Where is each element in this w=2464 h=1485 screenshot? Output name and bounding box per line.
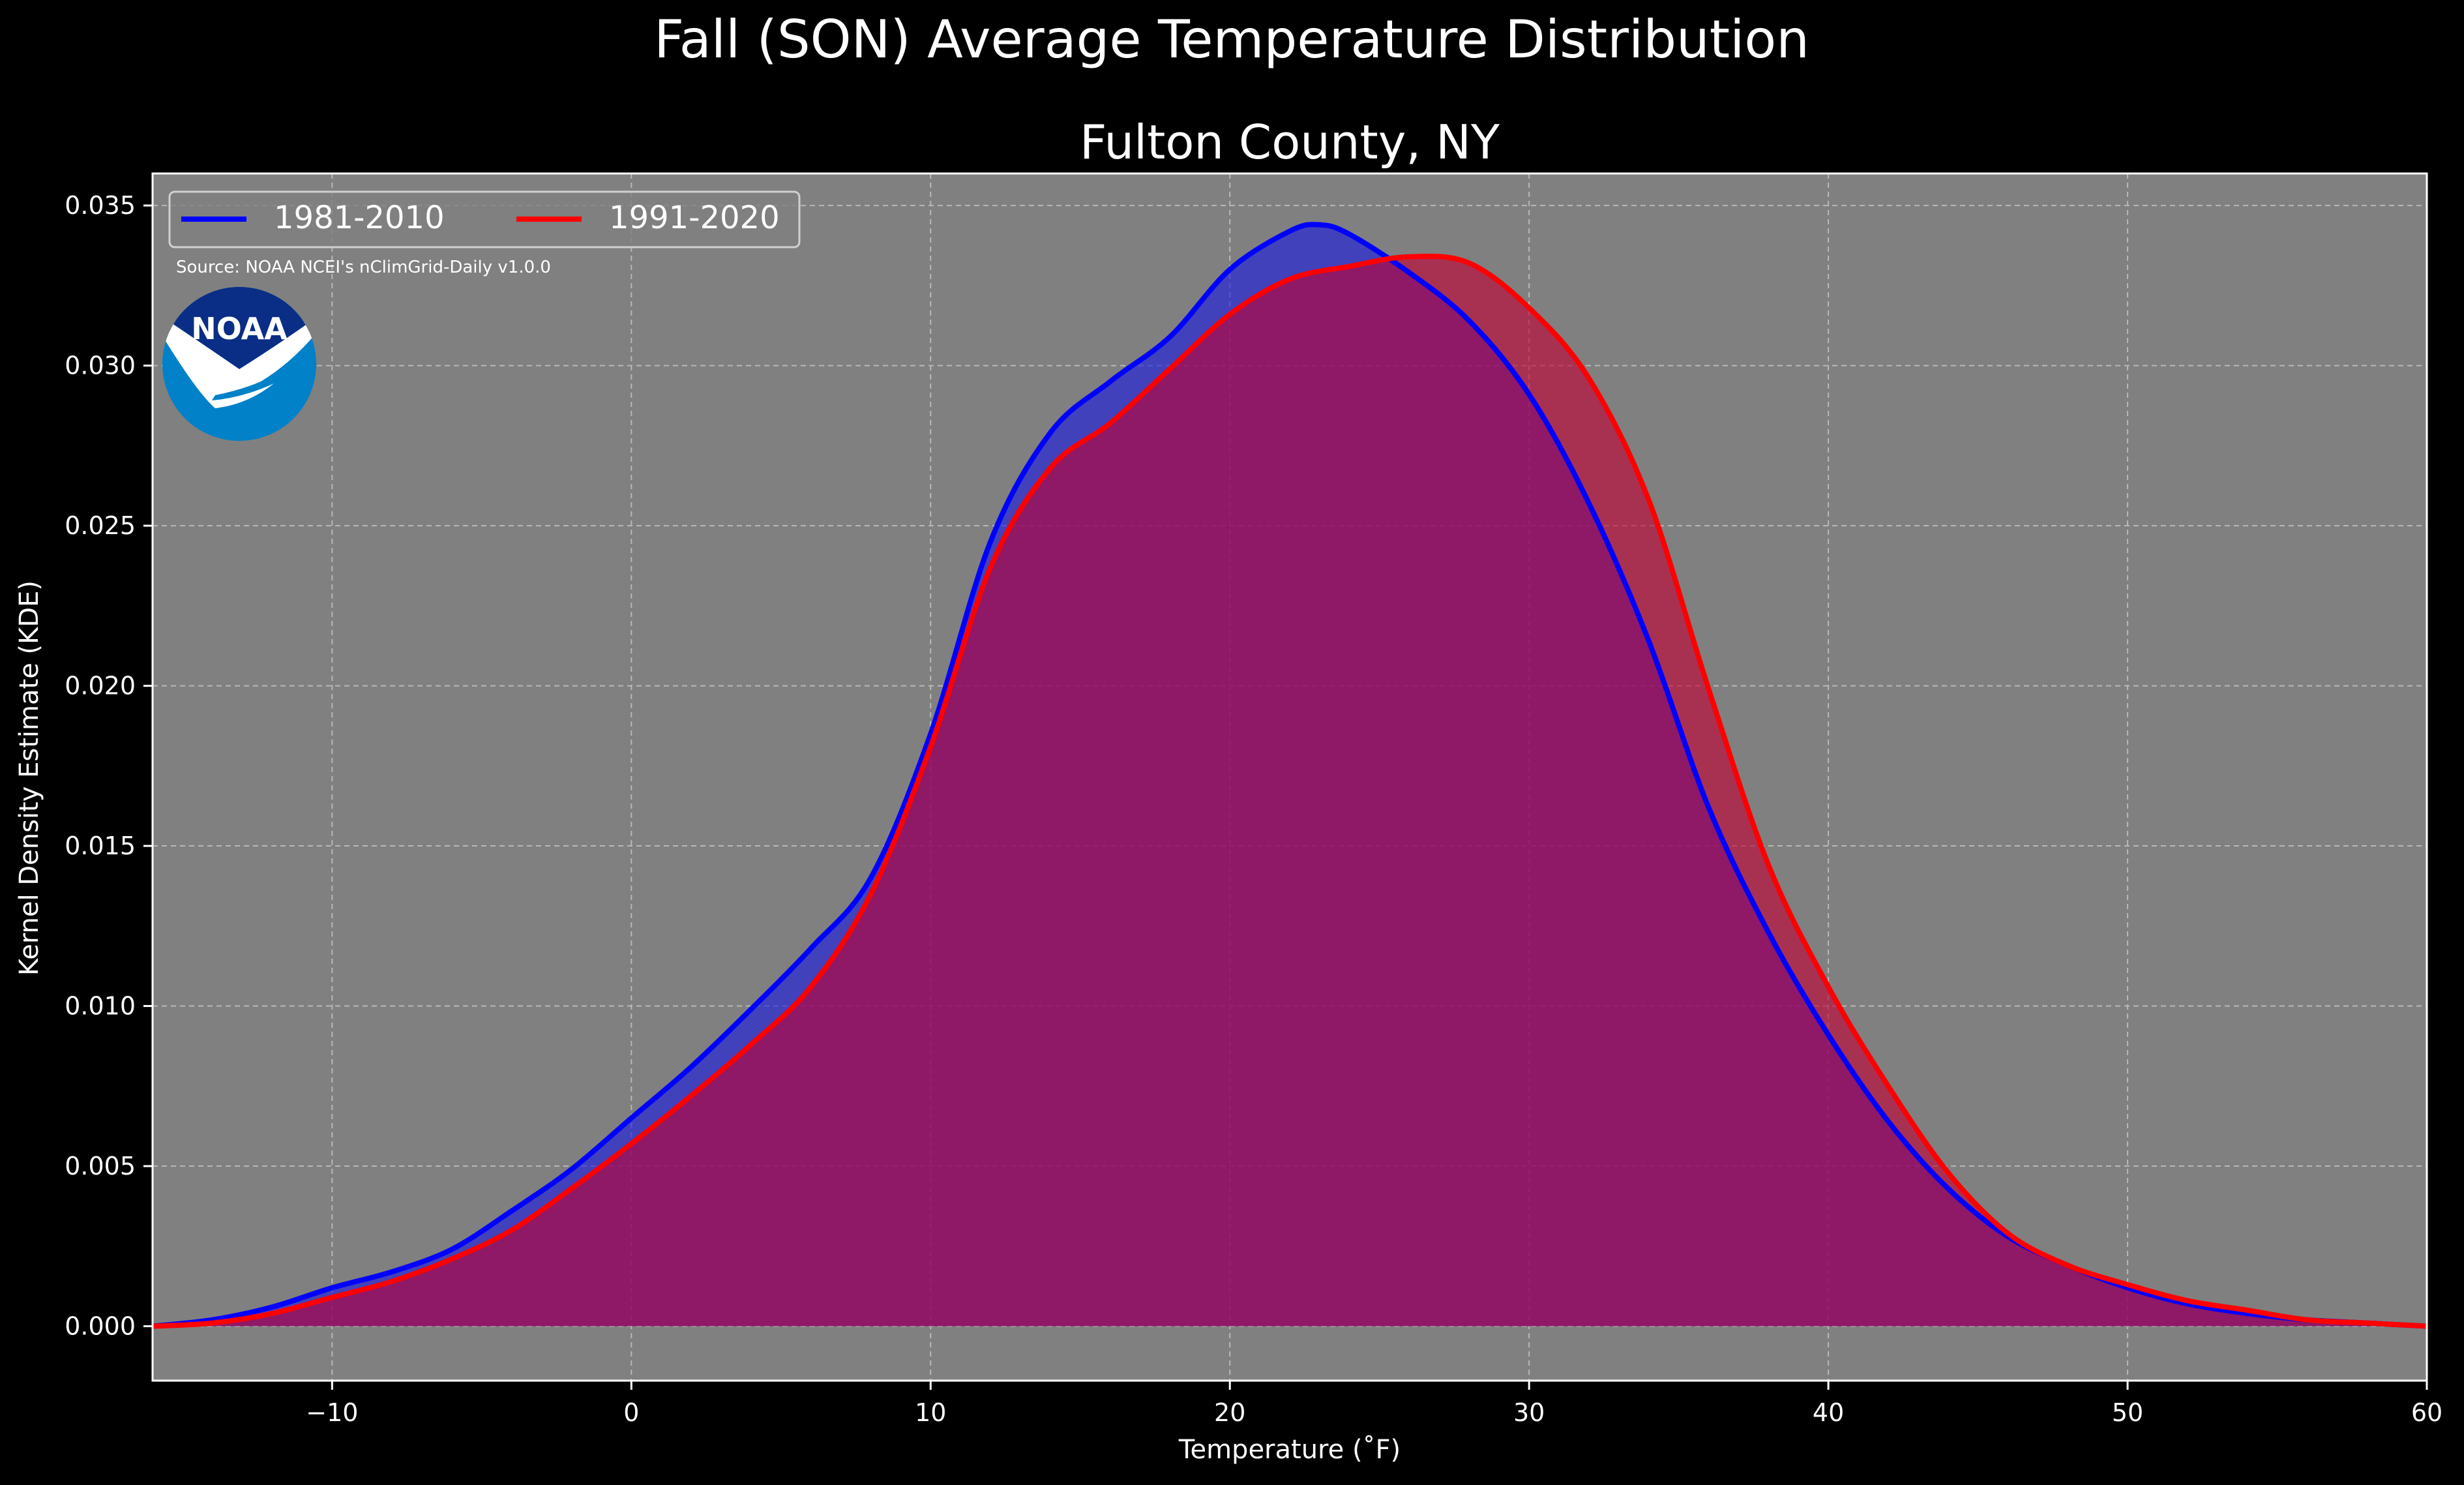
y-tick-label: 0.030 <box>65 352 136 380</box>
chart-title: Fulton County, NY <box>1080 115 1500 170</box>
x-tick-label: 30 <box>1513 1398 1545 1427</box>
figure-suptitle: Fall (SON) Average Temperature Distribut… <box>654 9 1809 70</box>
legend-frame <box>168 190 801 248</box>
legend-label-1981-2010: 1981-2010 <box>274 200 445 236</box>
y-tick-label: 0.025 <box>65 511 136 540</box>
x-tick-label: 50 <box>2112 1398 2143 1427</box>
x-tick-label: 40 <box>1813 1398 1844 1427</box>
y-tick-label: 0.020 <box>65 672 136 700</box>
y-tick-label: 0.000 <box>65 1312 136 1341</box>
y-axis-label: Kernel Density Estimate (KDE) <box>14 580 44 976</box>
y-tick-label: 0.005 <box>65 1152 136 1180</box>
x-tick-label: −10 <box>306 1398 358 1427</box>
area-1991-2020 <box>153 256 2427 1327</box>
density-lines <box>153 222 2427 1329</box>
y-tick-label: 0.015 <box>65 832 136 860</box>
line-1981-2010 <box>153 222 2427 1329</box>
x-tick-label: 10 <box>915 1398 946 1427</box>
legend-label-1991-2020: 1991-2020 <box>609 200 780 236</box>
source-note: Source: NOAA NCEI's nClimGrid-Daily v1.0… <box>176 258 551 277</box>
plot-frame <box>151 172 2428 1382</box>
x-axis-ticks: −10 0 10 20 30 40 50 60 <box>306 1381 2442 1427</box>
line-1991-2020 <box>153 253 2427 1329</box>
x-tick-label: 20 <box>1214 1398 1245 1427</box>
x-tick-label: 0 <box>623 1398 639 1427</box>
legend: 1981-2010 1991-2020 <box>168 190 801 248</box>
y-tick-label: 0.010 <box>65 992 136 1021</box>
x-axis-label: Temperature (˚F) <box>1178 1435 1401 1465</box>
density-areas <box>153 224 2427 1327</box>
y-tick-label: 0.035 <box>65 191 136 220</box>
noaa-logo: NOAA <box>162 287 316 441</box>
y-axis-ticks: 0.000 0.005 0.010 0.015 0.020 0.025 0.030 0.035 <box>65 191 153 1341</box>
noaa-logo-text: NOAA <box>191 311 288 346</box>
x-tick-label: 60 <box>2411 1398 2442 1427</box>
